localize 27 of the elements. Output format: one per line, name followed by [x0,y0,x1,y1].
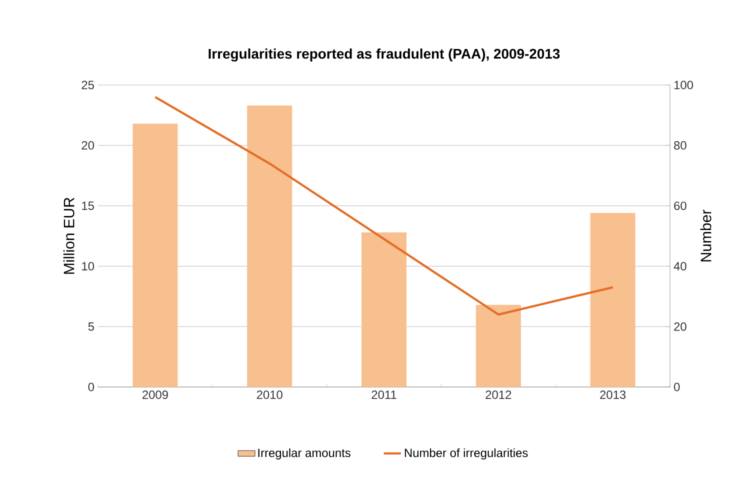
legend-label: Number of irregularities [404,448,528,460]
y2-axis-title: Number [700,210,712,262]
bar [247,106,292,387]
bar [476,304,521,387]
x-tick-label: 2013 [600,390,626,399]
x-tick-label: 2011 [372,390,396,399]
legend-label: Irregular amounts [258,448,350,460]
bar [590,213,636,387]
chart-title: Irregularities reported as fraudulent (PAA), 2009-2013 [208,48,560,62]
bar [362,232,407,387]
y2-tick-label: 0 [674,382,680,392]
y2-tick-label: 40 [674,262,686,270]
y-tick-label: 15 [82,202,94,210]
x-tick-label: 2009 [142,390,168,399]
y-axis-title: Million EUR [63,198,74,274]
y2-tick-label: 100 [674,80,694,90]
y-tick-label: 0 [88,382,94,392]
y2-tick-label: 80 [674,141,686,150]
y2-tick-label: 20 [674,322,686,331]
y-tick-label: 5 [88,322,94,331]
bar [132,124,178,387]
y-tick-label: 10 [82,262,94,270]
x-tick-label: 2012 [486,390,512,399]
y2-tick-label: 60 [674,202,686,210]
y-tick-label: 25 [82,80,94,90]
y-tick-label: 20 [82,141,94,150]
x-tick-label: 2010 [256,390,282,399]
